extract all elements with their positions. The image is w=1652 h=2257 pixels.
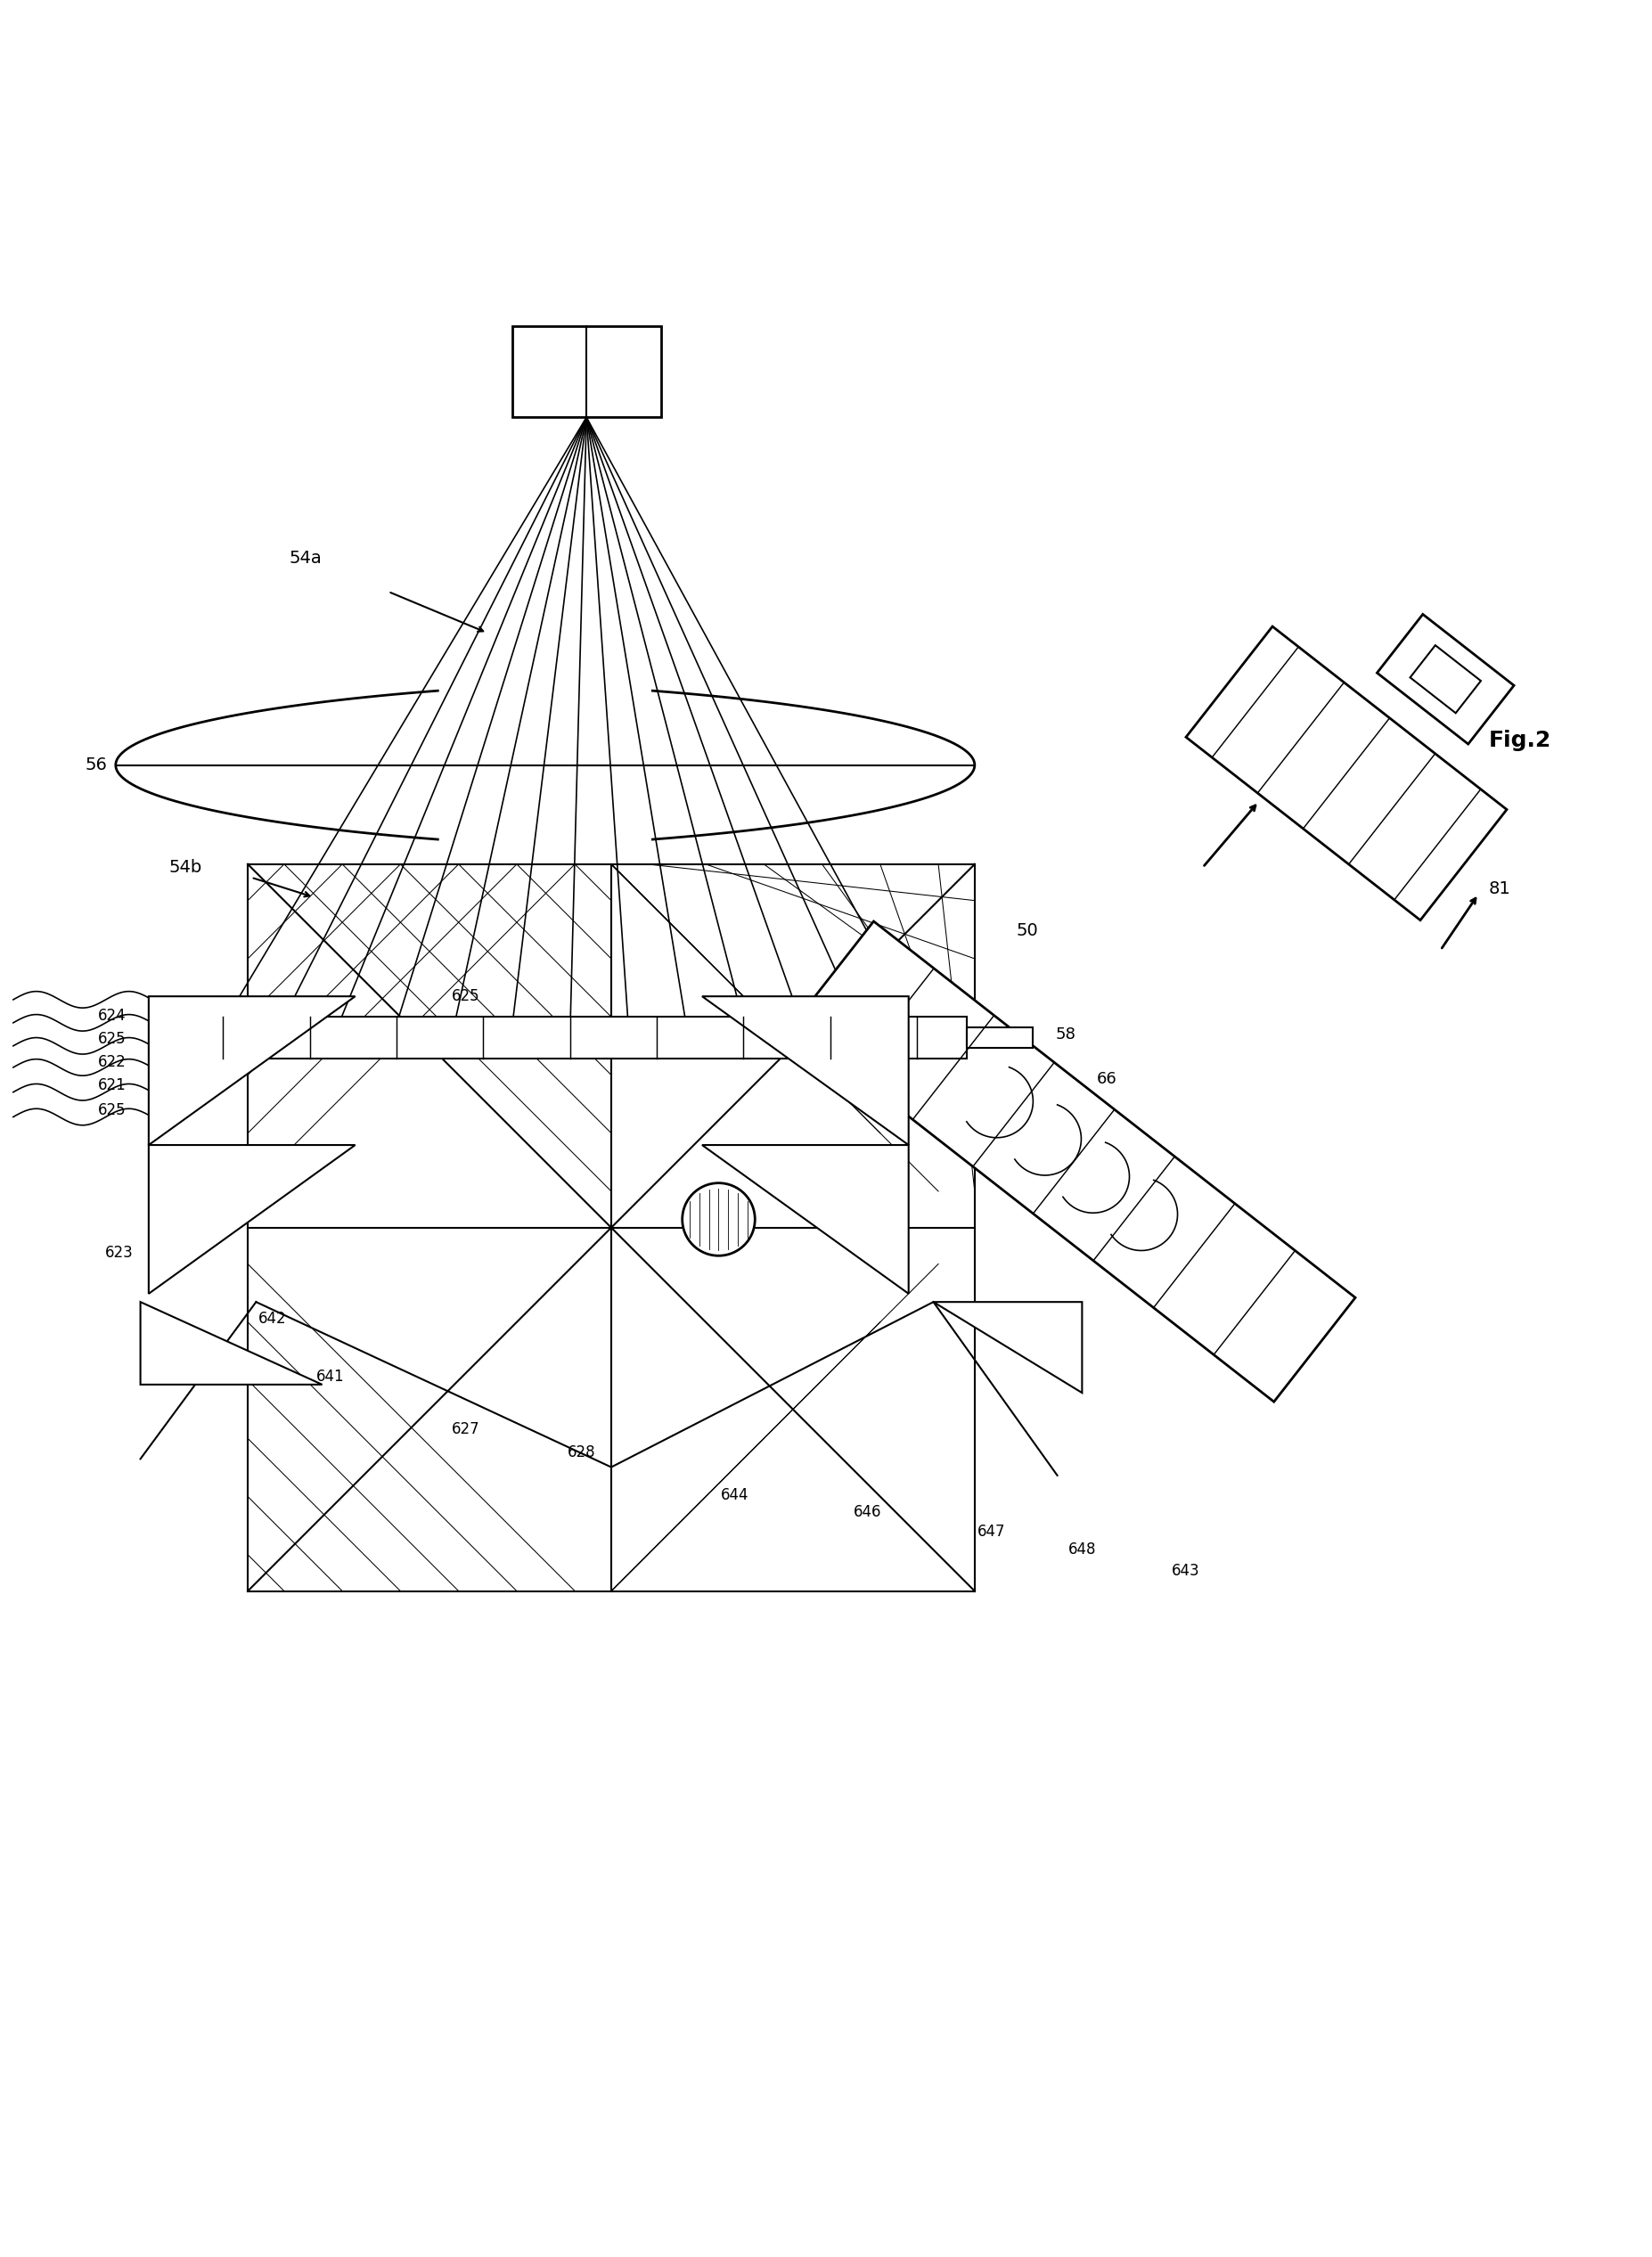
Text: 601: 601: [256, 1025, 278, 1036]
Polygon shape: [933, 1302, 1082, 1393]
Polygon shape: [702, 995, 909, 1144]
Text: 606: 606: [689, 1025, 710, 1036]
Text: 83: 83: [1401, 799, 1424, 815]
Polygon shape: [1411, 646, 1480, 713]
Text: 647: 647: [978, 1523, 1004, 1539]
Text: 54a: 54a: [289, 551, 322, 567]
Text: 623: 623: [104, 1244, 134, 1259]
Text: 602: 602: [854, 986, 872, 1007]
Text: 54b: 54b: [169, 860, 202, 876]
Text: 621: 621: [97, 1077, 127, 1095]
Text: 604: 604: [515, 1025, 537, 1036]
Text: 642: 642: [258, 1311, 287, 1327]
Text: Fig.2: Fig.2: [1488, 729, 1551, 752]
Text: 604: 604: [1155, 1221, 1173, 1241]
Text: 627: 627: [451, 1422, 481, 1438]
Polygon shape: [140, 1302, 322, 1384]
Text: 607: 607: [776, 1025, 798, 1036]
Text: 601: 601: [914, 1034, 932, 1054]
Text: 641: 641: [316, 1368, 345, 1384]
Text: 628: 628: [567, 1444, 596, 1460]
Text: 648: 648: [1069, 1542, 1095, 1557]
Text: 646: 646: [854, 1503, 881, 1519]
Text: 50: 50: [1016, 921, 1039, 939]
Text: 625: 625: [97, 1031, 127, 1047]
Text: 603: 603: [1095, 1176, 1113, 1196]
Text: 625: 625: [97, 1101, 127, 1119]
Text: 28: 28: [712, 1214, 725, 1223]
Text: 624: 624: [97, 1009, 127, 1025]
Text: 58: 58: [1056, 1027, 1075, 1043]
Bar: [512, 327, 661, 418]
Polygon shape: [149, 995, 355, 1144]
Text: 622: 622: [97, 1054, 127, 1070]
Polygon shape: [1378, 614, 1513, 745]
Text: 602: 602: [342, 1025, 363, 1036]
Polygon shape: [793, 921, 1355, 1402]
Text: 643: 643: [1171, 1564, 1201, 1580]
Text: 625: 625: [451, 989, 481, 1004]
Text: 608: 608: [862, 1025, 884, 1036]
Circle shape: [682, 1183, 755, 1255]
Text: 608: 608: [1214, 1268, 1234, 1289]
Text: 66: 66: [1097, 1070, 1117, 1088]
Text: 606: 606: [1034, 1128, 1052, 1149]
Text: 605: 605: [603, 1025, 624, 1036]
Bar: [198, 1018, 966, 1059]
Text: 607: 607: [1275, 1316, 1294, 1336]
Polygon shape: [149, 1144, 355, 1293]
Text: 645: 645: [928, 980, 955, 995]
Text: 603: 603: [430, 1025, 451, 1036]
Polygon shape: [1186, 627, 1507, 921]
Text: 56: 56: [84, 756, 107, 774]
Text: 644: 644: [722, 1487, 748, 1503]
Polygon shape: [702, 1144, 909, 1293]
Text: 81: 81: [1488, 880, 1512, 898]
Text: 52: 52: [572, 361, 601, 384]
Bar: [966, 1027, 1032, 1047]
Text: 605: 605: [975, 1081, 993, 1101]
